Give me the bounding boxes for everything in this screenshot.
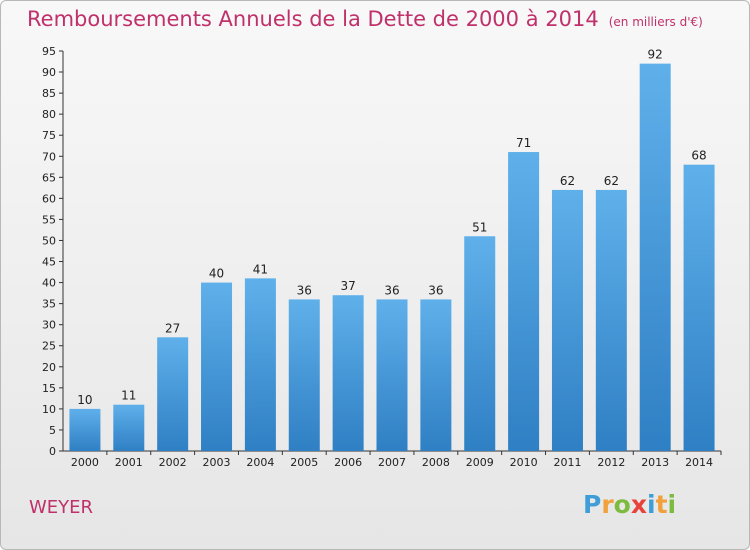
data-label: 36 (428, 283, 443, 297)
y-tick-label: 45 (42, 256, 56, 269)
bar (157, 337, 189, 451)
bar (551, 189, 583, 451)
chart-bars (69, 63, 715, 452)
chart-axes: 0 5 10 15 20 25 30 35 40 45 50 55 60 65 70 75 80 85 90 95 20… (42, 45, 722, 469)
data-label: 62 (560, 174, 575, 188)
data-label: 68 (691, 149, 706, 163)
y-tick-label: 10 (42, 403, 56, 416)
data-label: 37 (340, 279, 355, 293)
y-tick-label: 20 (42, 361, 56, 374)
proxiti-logo: Proxiti (583, 490, 677, 519)
x-tick-label: 2012 (597, 456, 625, 469)
data-label: 71 (516, 136, 531, 150)
bar (639, 63, 671, 451)
y-tick-label: 60 (42, 192, 56, 205)
y-tick-label: 75 (42, 129, 56, 142)
x-tick-label: 2007 (378, 456, 406, 469)
bar (244, 278, 276, 451)
bar (683, 164, 715, 451)
chart-data-labels: 10 11 27 40 41 36 37 36 36 51 71 62 62 92 68 (77, 48, 706, 407)
y-tick-label: 70 (42, 150, 56, 163)
data-label: 10 (77, 393, 92, 407)
x-tick-label: 2008 (422, 456, 450, 469)
y-tick-label: 0 (49, 445, 56, 458)
bar (288, 299, 320, 451)
y-tick-label: 40 (42, 277, 56, 290)
data-label: 51 (472, 220, 487, 234)
chart-unit: (en milliers d'€) (608, 15, 703, 29)
bar (376, 299, 408, 451)
data-label: 36 (384, 283, 399, 297)
x-tick-label: 2000 (71, 456, 99, 469)
y-tick-label: 15 (42, 382, 56, 395)
y-tick-label: 25 (42, 340, 56, 353)
data-label: 62 (604, 174, 619, 188)
y-tick-label: 85 (42, 87, 56, 100)
data-label: 36 (297, 283, 312, 297)
y-tick-label: 5 (49, 424, 56, 437)
y-tick-label: 90 (42, 66, 56, 79)
bar (464, 236, 496, 451)
y-tick-label: 50 (42, 234, 56, 247)
x-tick-label: 2004 (246, 456, 274, 469)
chart-title: Remboursements Annuels de la Dette de 20… (27, 7, 703, 31)
y-tick-label: 55 (42, 213, 56, 226)
x-tick-label: 2014 (685, 456, 713, 469)
x-tick-label: 2009 (466, 456, 494, 469)
data-label: 11 (121, 389, 136, 403)
x-tick-label: 2003 (203, 456, 231, 469)
bar (595, 189, 627, 451)
y-tick-label: 30 (42, 319, 56, 332)
x-tick-label: 2001 (115, 456, 143, 469)
y-tick-label: 80 (42, 108, 56, 121)
x-tick-label: 2010 (510, 456, 538, 469)
x-tick-label: 2005 (290, 456, 318, 469)
y-tick-label: 95 (42, 45, 56, 58)
bar (69, 408, 101, 451)
bar (508, 152, 540, 452)
chart-title-text: Remboursements Annuels de la Dette de 20… (27, 7, 599, 31)
y-tick-label: 65 (42, 171, 56, 184)
bar (420, 299, 452, 451)
data-label: 40 (209, 267, 224, 281)
x-tick-label: 2013 (641, 456, 669, 469)
data-label: 27 (165, 321, 180, 335)
x-tick-label: 2002 (159, 456, 187, 469)
y-tick-label: 35 (42, 298, 56, 311)
bar (201, 282, 233, 451)
bar (113, 404, 145, 451)
bar (332, 295, 364, 451)
x-tick-label: 2011 (553, 456, 581, 469)
data-label: 92 (648, 48, 663, 62)
data-label: 41 (253, 262, 268, 276)
commune-name: WEYER (29, 497, 94, 518)
x-tick-label: 2006 (334, 456, 362, 469)
